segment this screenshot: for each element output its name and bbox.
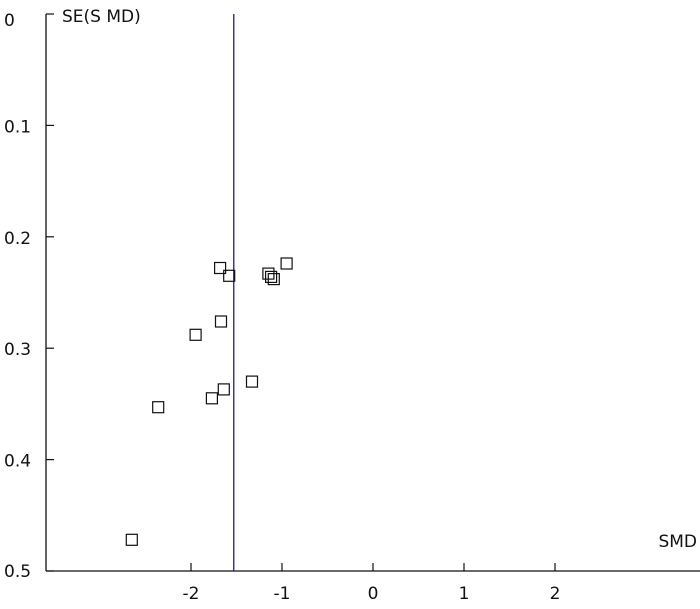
- x-axis-title: SMD: [658, 532, 697, 552]
- data-point-4: [267, 273, 280, 286]
- x-tick-label-4: 2: [550, 584, 561, 604]
- data-point-5: [280, 257, 293, 270]
- data-point-0: [214, 261, 227, 275]
- data-point-10: [205, 392, 218, 405]
- data-point-1: [223, 269, 236, 282]
- y-tick-label-2: 0.2: [4, 229, 31, 249]
- y-tick-label-5: 0.5: [4, 562, 31, 582]
- data-point-6: [214, 315, 228, 328]
- data-point-8: [245, 375, 259, 388]
- data-point-9: [217, 383, 230, 396]
- data-point-3: [265, 270, 278, 283]
- x-tick-label-0: -2: [183, 584, 200, 604]
- y-tick-label-1: 0.1: [4, 117, 31, 137]
- y-tick-label-0: 0: [4, 11, 15, 31]
- axis-labels: 0 0.1 0.2 0.3 0.4 0.5 -2 -1 0 1 2 SE(S MD) SMD: [4, 7, 697, 604]
- data-points: [125, 257, 293, 546]
- data-point-7: [189, 328, 202, 341]
- data-point-12: [125, 533, 138, 546]
- y-tick-label-4: 0.4: [4, 452, 31, 472]
- axes: [45, 13, 700, 572]
- data-point-11: [152, 401, 165, 414]
- x-tick-label-3: 1: [459, 584, 470, 604]
- y-tick-label-3: 0.3: [4, 340, 31, 360]
- x-tick-label-2: 0: [368, 584, 379, 604]
- x-tick-label-1: -1: [274, 584, 291, 604]
- y-axis-title: SE(S MD): [62, 7, 141, 27]
